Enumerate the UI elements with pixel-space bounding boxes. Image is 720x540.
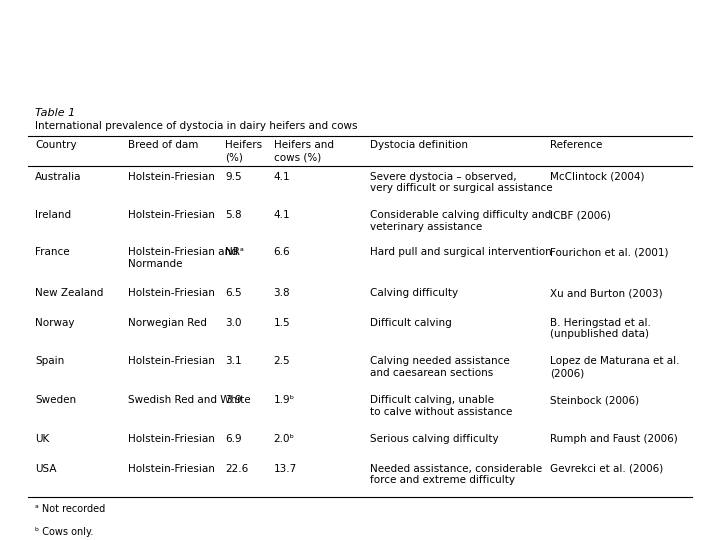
Text: Severe dystocia – observed,
very difficult or surgical assistance: Severe dystocia – observed, very difficu… (370, 172, 553, 193)
Text: 6.9: 6.9 (225, 434, 242, 444)
Text: Serious calving difficulty: Serious calving difficulty (370, 434, 499, 444)
Text: Steinbock (2006): Steinbock (2006) (550, 395, 639, 406)
Text: Calving difficulty: Calving difficulty (370, 288, 459, 298)
Text: Calving needed assistance
and caesarean sections: Calving needed assistance and caesarean … (370, 356, 510, 378)
Text: 13.7: 13.7 (274, 463, 297, 474)
Text: Australia: Australia (35, 172, 81, 181)
Text: Country: Country (35, 140, 77, 151)
Text: Swedish Red and White: Swedish Red and White (128, 395, 251, 406)
Text: Norwegian Red: Norwegian Red (128, 318, 207, 328)
Text: Holstein-Friesian: Holstein-Friesian (128, 434, 215, 444)
Text: 3.0: 3.0 (225, 318, 242, 328)
Text: B. Heringstad et al.
(unpublished data): B. Heringstad et al. (unpublished data) (550, 318, 651, 339)
Text: ᵇ Cows only.: ᵇ Cows only. (35, 528, 94, 537)
Text: Gevrekci et al. (2006): Gevrekci et al. (2006) (550, 463, 663, 474)
Text: Rumph and Faust (2006): Rumph and Faust (2006) (550, 434, 678, 444)
Text: Reference: Reference (550, 140, 603, 151)
Text: ICBF (2006): ICBF (2006) (550, 211, 611, 220)
Text: Fourichon et al. (2001): Fourichon et al. (2001) (550, 247, 669, 257)
Text: Lopez de Maturana et al.
(2006): Lopez de Maturana et al. (2006) (550, 356, 680, 378)
Text: Considerable calving difficulty and
veterinary assistance: Considerable calving difficulty and vete… (370, 211, 552, 232)
Text: Needed assistance, considerable
force and extreme difficulty: Needed assistance, considerable force an… (370, 463, 542, 485)
Text: 1.5: 1.5 (274, 318, 290, 328)
Text: 4.1: 4.1 (274, 172, 290, 181)
Text: New Zealand: New Zealand (35, 288, 104, 298)
Text: Holstein-Friesian: Holstein-Friesian (128, 463, 215, 474)
Text: International prevalence of dystocia in dairy heifers and cows: International prevalence of dystocia in … (35, 121, 358, 131)
Text: 2.0ᵇ: 2.0ᵇ (274, 434, 294, 444)
Text: Hard pull and surgical intervention: Hard pull and surgical intervention (370, 247, 552, 257)
Text: Difficult calving: Difficult calving (370, 318, 452, 328)
Text: 6.5: 6.5 (225, 288, 242, 298)
Text: Heifers
(%): Heifers (%) (225, 140, 262, 162)
Text: Dystocia definition: Dystocia definition (370, 140, 469, 151)
Text: 22.6: 22.6 (225, 463, 248, 474)
Text: 3.8: 3.8 (274, 288, 290, 298)
Text: 2 to 7 % in dairy cows : threshold 5 %: 2 to 7 % in dairy cows : threshold 5 % (22, 59, 497, 79)
Text: Spain: Spain (35, 356, 64, 367)
Text: Holstein-Friesian: Holstein-Friesian (128, 211, 215, 220)
Text: Sweden: Sweden (35, 395, 76, 406)
Text: Ireland: Ireland (35, 211, 71, 220)
Text: 5.8: 5.8 (225, 211, 242, 220)
Text: Table 1: Table 1 (35, 108, 76, 118)
Text: Holstein-Friesian: Holstein-Friesian (128, 356, 215, 367)
Text: Holstein-Friesian: Holstein-Friesian (128, 288, 215, 298)
Text: Heifers and
cows (%): Heifers and cows (%) (274, 140, 333, 162)
Text: Xu and Burton (2003): Xu and Burton (2003) (550, 288, 662, 298)
Text: Holstein-Friesian: Holstein-Friesian (128, 172, 215, 181)
Text: ᵃ Not recorded: ᵃ Not recorded (35, 504, 105, 514)
Text: 6.6: 6.6 (274, 247, 290, 257)
Text: NRᵃ: NRᵃ (225, 247, 244, 257)
Text: Norway: Norway (35, 318, 75, 328)
Text: 3.9: 3.9 (225, 395, 242, 406)
Text: France: France (35, 247, 70, 257)
Text: Difficult calving, unable
to calve without assistance: Difficult calving, unable to calve witho… (370, 395, 513, 417)
Text: 9.5: 9.5 (225, 172, 242, 181)
Text: 3.1: 3.1 (225, 356, 242, 367)
Text: 4.1: 4.1 (274, 211, 290, 220)
Text: USA: USA (35, 463, 57, 474)
Text: UK: UK (35, 434, 50, 444)
Text: 1.9ᵇ: 1.9ᵇ (274, 395, 294, 406)
Text: Holstein-Friesian and
Normande: Holstein-Friesian and Normande (128, 247, 238, 269)
Text: McClintock (2004): McClintock (2004) (550, 172, 644, 181)
Text: Breed of dam: Breed of dam (128, 140, 199, 151)
Text: 2.5: 2.5 (274, 356, 290, 367)
Text: Dystocia : prevalence (Mee et al. 2008): Dystocia : prevalence (Mee et al. 2008) (24, 14, 580, 38)
